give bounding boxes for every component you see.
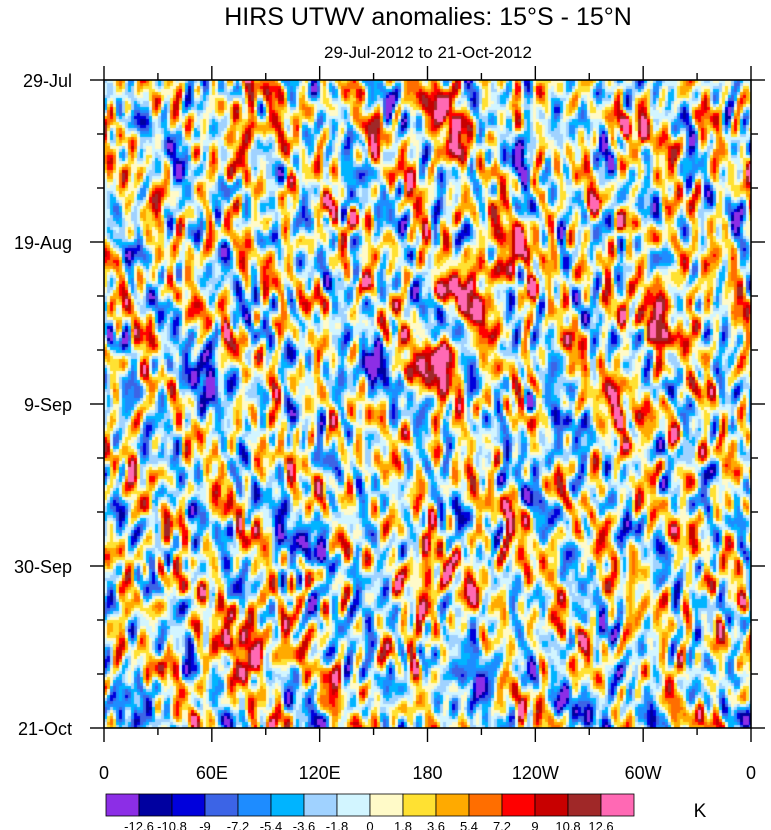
colorbar-label: -12.6 xyxy=(124,819,154,830)
colorbar-swatch xyxy=(369,793,404,817)
colorbar-label: 5.4 xyxy=(460,819,478,830)
colorbar-label: 3.6 xyxy=(427,819,445,830)
colorbar-swatch xyxy=(567,793,602,817)
x-tick-label: 0 xyxy=(746,763,756,783)
colorbar-label: -3.6 xyxy=(293,819,315,830)
colorbar-label: -5.4 xyxy=(260,819,282,830)
anomaly-field xyxy=(104,80,751,728)
colorbar-swatch xyxy=(501,793,536,817)
colorbar-swatch xyxy=(534,793,569,817)
chart-subtitle: 29-Jul-2012 to 21-Oct-2012 xyxy=(324,43,532,62)
colorbar-swatch xyxy=(138,793,173,817)
plot-frame xyxy=(103,79,752,729)
colorbar-label: 7.2 xyxy=(493,819,511,830)
colorbar-label: 0 xyxy=(366,819,373,830)
colorbar-swatch xyxy=(435,793,470,817)
colorbar xyxy=(105,793,635,817)
x-tick-label: 120E xyxy=(299,763,341,783)
colorbar-swatch xyxy=(303,793,338,817)
colorbar-labels: -12.6 -10.8 -9 -7.2 -5.4 -3.6 -1.8 0 1.8… xyxy=(124,819,613,830)
colorbar-label: -1.8 xyxy=(326,819,348,830)
colorbar-swatch xyxy=(171,793,206,817)
colorbar-swatch xyxy=(105,793,140,817)
y-tick-label: 9-Sep xyxy=(24,395,72,415)
colorbar-swatch xyxy=(204,793,239,817)
y-tick-label: 29-Jul xyxy=(23,71,72,91)
colorbar-swatch xyxy=(468,793,503,817)
chart-title: HIRS UTWV anomalies: 15°S - 15°N xyxy=(224,3,632,31)
colorbar-swatch xyxy=(600,793,635,817)
y-axis-labels: 29-Jul 19-Aug 9-Sep 30-Sep 21-Oct xyxy=(14,71,72,739)
colorbar-swatch xyxy=(270,793,305,817)
colorbar-label: 1.8 xyxy=(394,819,412,830)
colorbar-swatch xyxy=(402,793,437,817)
colorbar-swatch xyxy=(237,793,272,817)
colorbar-label: -9 xyxy=(199,819,211,830)
axis-ticks xyxy=(90,66,765,742)
colorbar-swatch xyxy=(336,793,371,817)
colorbar-label: -7.2 xyxy=(227,819,249,830)
x-tick-label: 180 xyxy=(412,763,442,783)
x-tick-label: 60E xyxy=(196,763,228,783)
x-tick-label: 60W xyxy=(625,763,662,783)
plot-field xyxy=(104,80,751,728)
colorbar-label: 10.8 xyxy=(555,819,580,830)
y-tick-label: 30-Sep xyxy=(14,557,72,577)
colorbar-label: -10.8 xyxy=(157,819,187,830)
plot-area xyxy=(90,66,765,742)
units-label: K xyxy=(694,801,707,822)
colorbar-label: 9 xyxy=(531,819,538,830)
colorbar-label: 12.6 xyxy=(588,819,613,830)
x-axis-labels: 0 60E 120E 180 120W 60W 0 xyxy=(99,763,756,783)
y-tick-label: 21-Oct xyxy=(18,719,72,739)
x-tick-label: 120W xyxy=(512,763,559,783)
y-tick-label: 19-Aug xyxy=(14,233,72,253)
x-tick-label: 0 xyxy=(99,763,109,783)
